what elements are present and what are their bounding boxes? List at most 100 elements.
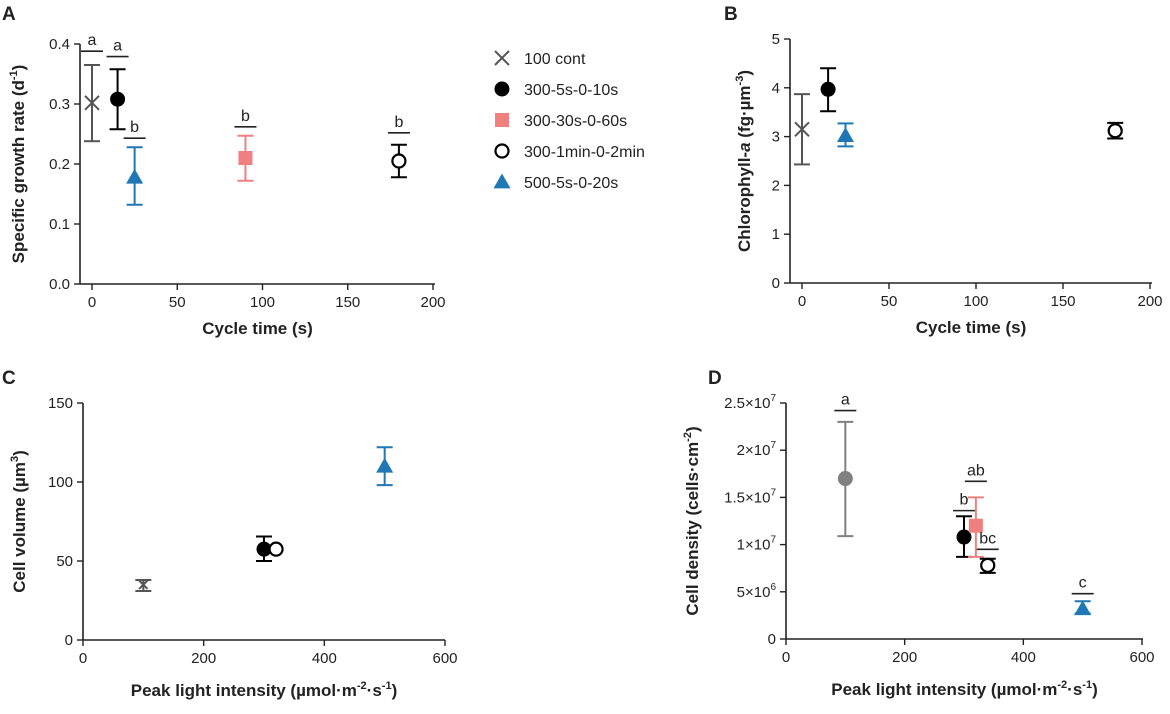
circle-open-marker <box>391 153 407 169</box>
tick-exp: 7 <box>770 535 776 546</box>
panel-c-point-100-cont <box>135 578 152 593</box>
panel-d-x-tick-label: 600 <box>1129 649 1154 666</box>
panel-c-y-tick-label: 50 <box>56 553 73 570</box>
panel-c-x-tick-label: 400 <box>312 650 337 667</box>
panel-d-y-tick-label: 1.5×107 <box>724 487 776 506</box>
panel-d-y-axis-title: Cell density (cells·cm-2) <box>682 426 702 615</box>
label-part: -1 <box>382 680 392 692</box>
panel-b-y-axis-title: Chlorophyll-a (fg·µm-3) <box>734 70 754 252</box>
panel-a-point-100-cont: a <box>81 32 103 143</box>
circle-open-marker <box>980 557 996 573</box>
legend-square-marker <box>495 113 509 127</box>
tick-base: 0 <box>768 631 776 648</box>
circle-filled-marker <box>110 91 126 107</box>
circle-filled-marker <box>256 541 272 557</box>
panel-c-point-300-5s-0-10s <box>256 535 272 562</box>
panel-d-y-tick-label: 0 <box>768 631 776 648</box>
significance-letter: bc <box>979 530 996 547</box>
panel-d-y-tick-label: 1×107 <box>737 535 777 554</box>
label-part: Peak light intensity (µmol·m <box>831 680 1057 699</box>
label-part: Cell volume (µm <box>10 462 29 593</box>
triangle-marker <box>837 127 854 142</box>
legend-item-300-1min-0-2min: 300-1min-0-2min <box>494 143 645 161</box>
panel-d-x-tick-label: 0 <box>782 649 790 666</box>
circle-filled-marker <box>820 81 836 97</box>
legend-item-300-5s-0-10s: 300-5s-0-10s <box>494 81 618 99</box>
label-part: ) <box>683 426 702 432</box>
label-part: a <box>735 142 754 151</box>
legend-item-300-30s-0-60s: 300-30s-0-60s <box>495 113 627 130</box>
label-part: -2 <box>357 680 367 692</box>
tick-exp: 6 <box>770 582 776 593</box>
label-part: -1 <box>8 70 20 80</box>
panel-a-point-300-1min-0-2min: b <box>387 114 410 179</box>
panel-d-cell-density: 0 200 400 60005×1061×1071.5×1072×1072.5×107… <box>682 392 1155 699</box>
panel-c-y-axis-title: Cell volume (µm3) <box>9 450 29 593</box>
panel-d-x-axis-title: Peak light intensity (µmol·m-2·s-1) <box>831 679 1097 699</box>
tick-base: 1.5×10 <box>724 489 770 506</box>
legend-label: 300-1min-0-2min <box>524 144 645 161</box>
panel-b-point-300-5s-0-10s <box>820 67 837 113</box>
panel-c-x-tick-label: 200 <box>191 650 216 667</box>
square-marker <box>238 151 253 165</box>
tick-base: 2×10 <box>737 442 771 459</box>
significance-letter: b <box>130 119 139 136</box>
panel-d-point-300-1min-0-2min: bc <box>976 530 999 574</box>
panel-d-y-tick-label: 2.5×107 <box>724 393 776 412</box>
panel-d-y-tick-label: 5×106 <box>737 582 777 601</box>
label-part: (fg·µm <box>735 85 754 142</box>
label-part: Peak light intensity (µmol·m <box>131 681 357 700</box>
panel-b-x-tick-label: 100 <box>963 293 988 310</box>
tick-exp: 7 <box>770 393 776 404</box>
tick-base: 5×10 <box>737 584 771 601</box>
panel-a-x-tick-label: 150 <box>335 294 360 311</box>
panel-b-y-tick-label: 1 <box>772 226 780 243</box>
significance-letter: b <box>241 108 250 125</box>
significance-letter: a <box>88 32 97 49</box>
panel-a-point-300-30s-0-60s: b <box>234 108 257 182</box>
label-part: ) <box>9 65 28 71</box>
panel-a-y-tick-label: 0.0 <box>49 276 70 293</box>
significance-letter: a <box>113 38 122 55</box>
legend-x-marker <box>494 50 510 66</box>
significance-letter: c <box>1079 575 1087 592</box>
panel-c-cell-volume: 0 200 400 600 0 50 100 150 Peak light intensity … <box>9 395 458 700</box>
panel-c-x-axis-title: Peak light intensity (µmol·m-2·s-1) <box>131 680 397 700</box>
x-marker <box>794 121 810 137</box>
panel-d-x-tick-label: 400 <box>1011 649 1036 666</box>
panel-letter-b: B <box>724 4 738 25</box>
label-part: 3 <box>9 456 21 462</box>
panel-a-y-tick-label: 0.1 <box>49 216 70 233</box>
label-part: -3 <box>734 76 746 86</box>
legend-label: 300-5s-0-10s <box>524 82 618 99</box>
x-marker <box>138 579 149 590</box>
panel-b-x-tick-label: 0 <box>798 293 806 310</box>
panel-c-x-tick-label: 0 <box>79 650 87 667</box>
panel-c-x-tick-label: 600 <box>432 650 457 667</box>
tick-exp: 7 <box>770 440 776 451</box>
panel-a-point-300-5s-0-10s: a <box>106 38 129 131</box>
label-part: -2 <box>1057 679 1067 691</box>
circle-filled-marker <box>956 529 972 545</box>
panel-c-point-300-1min-0-2min <box>268 541 284 557</box>
panel-b-chlorophyll: 0 50 100 150 200 0 1 2 3 4 5 Cycle time (s) Chloroph… <box>734 31 1163 337</box>
panel-d-point-100-cont: a <box>834 392 857 538</box>
panel-b-y-tick-label: 5 <box>772 31 780 48</box>
legend-item-100-cont: 100 cont <box>494 50 586 68</box>
panel-b-y-tick-label: 0 <box>772 275 780 292</box>
panel-letter-c: C <box>2 368 16 389</box>
panel-a-x-tick-label: 100 <box>250 294 275 311</box>
panel-a-x-tick-label: 50 <box>169 294 186 311</box>
label-part: ) <box>1092 680 1098 699</box>
legend-label: 100 cont <box>524 51 586 68</box>
triangle-marker <box>126 168 144 184</box>
legend-triangle-marker <box>493 173 511 189</box>
panel-a-x-tick-label: 200 <box>420 294 445 311</box>
panel-c-point-500-5s-0-20s <box>376 446 394 487</box>
panel-b-point-500-5s-0-20s <box>837 122 854 148</box>
legend-label: 300-30s-0-60s <box>524 113 627 130</box>
significance-letter: b <box>960 492 969 509</box>
circle-open-marker <box>268 541 284 557</box>
triangle-marker <box>1074 600 1092 616</box>
